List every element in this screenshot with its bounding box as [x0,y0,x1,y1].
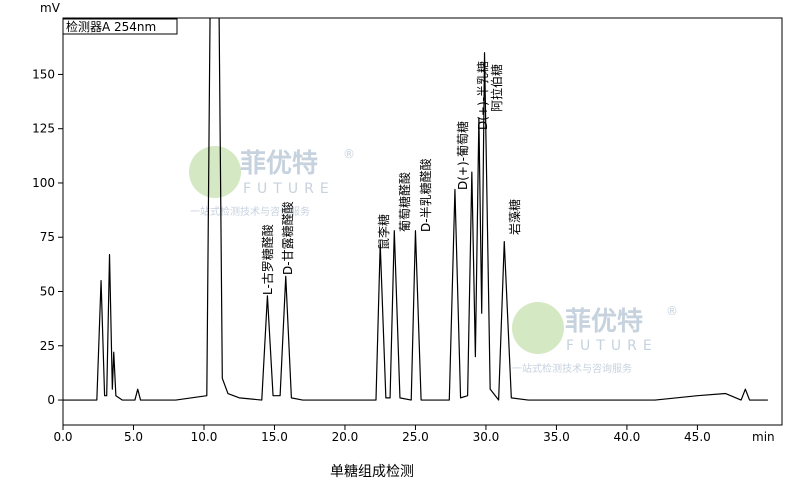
watermark-brand: 菲优特 [240,148,318,179]
y-tick-label: 50 [40,285,55,299]
x-tick-label: 10.0 [191,430,218,444]
y-axis-label: mV [40,1,61,15]
x-tick-label: 5.0 [124,430,143,444]
y-tick-label: 0 [47,393,55,407]
watermark-brand: 菲优特 [565,306,643,337]
watermark-logo [189,146,241,198]
chromatogram-line [63,18,768,401]
peak-label: D-半乳糖醛酸 [418,158,433,232]
peak-label: L-古罗糖醛酸 [260,224,275,295]
y-tick-label: 25 [40,339,55,353]
x-tick-label: 15.0 [261,430,288,444]
y-tick-label: 150 [32,67,55,81]
peak-label: D(+)-葡萄糖 [455,121,470,190]
peak-label: 阿拉伯糖 [489,64,504,112]
detector-label: 检测器A 254nm [66,19,156,34]
x-tick-label: 25.0 [402,430,429,444]
watermark-logo [512,302,564,354]
x-axis-label: min [752,430,775,444]
y-tick-label: 125 [32,122,55,136]
x-tick-label: 35.0 [543,430,570,444]
x-tick-label: 40.0 [614,430,641,444]
watermark-tagline: 一站式检测技术与咨询服务 [190,205,310,218]
x-tick-label: 30.0 [473,430,500,444]
watermark-registered: ® [666,304,678,318]
x-tick-label: 45.0 [684,430,711,444]
watermark-sub: FUTURE [243,181,335,197]
watermark-sub: FUTURE [566,338,658,354]
peak-label: D-甘露糖醛酸 [280,201,295,275]
x-tick-label: 0.0 [53,430,72,444]
plot-frame [62,17,783,426]
watermark-registered: ® [343,147,355,161]
peak-label: 葡萄糖醛酸 [397,172,412,232]
watermark-tagline: 一站式检测技术与咨询服务 [512,362,632,375]
peak-label: 鼠李糖 [376,214,391,250]
watermark: 菲优特 ® FUTURE 一站式检测技术与咨询服务 菲优特 ® FUTURE 一… [189,146,678,375]
caption: 单糖组成检测 [330,464,414,480]
plot-area [63,18,768,401]
x-tick-label: 20.0 [332,430,359,444]
y-tick-label: 75 [40,230,55,244]
detector-box [62,18,178,35]
peak-label: D(+)-半乳糖 [475,61,490,130]
y-tick-label: 100 [32,176,55,190]
peak-label: 岩藻糖 [507,199,522,235]
